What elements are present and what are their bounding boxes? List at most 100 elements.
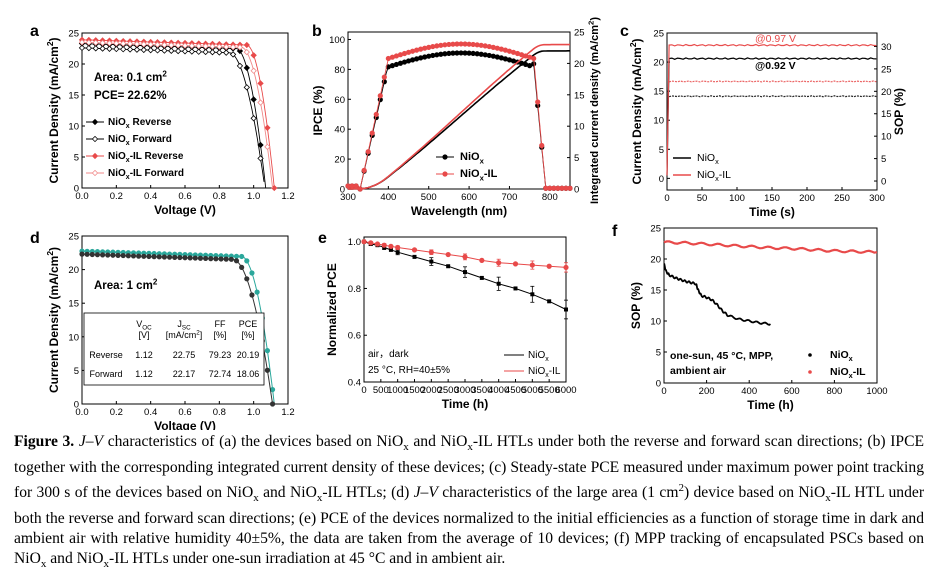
data-point bbox=[264, 124, 271, 131]
y-axis-label: SOP (%) bbox=[629, 282, 643, 329]
data-point bbox=[223, 49, 230, 56]
y-tick-label: 5 bbox=[74, 366, 79, 377]
data-point bbox=[89, 251, 95, 258]
data-point bbox=[182, 255, 188, 261]
data-point bbox=[85, 44, 93, 52]
data-point bbox=[187, 255, 193, 261]
data-point bbox=[120, 40, 127, 47]
y-tick-label: 10 bbox=[653, 116, 664, 127]
data-point bbox=[161, 47, 168, 54]
y-tick-label: 0 bbox=[74, 400, 79, 411]
data-point bbox=[92, 39, 99, 46]
data-point bbox=[353, 183, 359, 189]
y-tick-label: 15 bbox=[68, 299, 79, 310]
x-tick-label: 6000 bbox=[555, 385, 576, 396]
pce-curve bbox=[363, 241, 567, 268]
data-point bbox=[445, 251, 451, 258]
x-tick-label: 0.4 bbox=[144, 407, 157, 418]
data-point bbox=[203, 255, 209, 262]
table-cell: 22.75 bbox=[173, 350, 196, 360]
panel-f: 0 200 400 600 800 1000 0 5 10 15 20 25 Time (h) SOP (… bbox=[612, 223, 888, 412]
data-point bbox=[166, 254, 173, 260]
y2-tick-label: 15 bbox=[881, 109, 892, 120]
x-tick-label: 1.2 bbox=[281, 407, 294, 418]
y2-tick-label: 10 bbox=[574, 122, 585, 133]
y-axis-label: Current Density (mA/cm2​) bbox=[628, 38, 644, 184]
data-point bbox=[136, 253, 142, 259]
data-point bbox=[374, 241, 381, 247]
data-point bbox=[529, 262, 535, 268]
data-point bbox=[513, 286, 518, 291]
x-tick-label: 0 bbox=[664, 193, 669, 204]
x-tick-label: 300 bbox=[869, 193, 885, 204]
data-point bbox=[229, 51, 237, 58]
pce-curve bbox=[363, 241, 567, 310]
panel-e: 0 500100015002000250030003500400045005000… bbox=[318, 230, 577, 411]
y-tick-label: 25 bbox=[650, 224, 661, 235]
data-point bbox=[496, 281, 501, 286]
data-point bbox=[250, 115, 257, 122]
data-point bbox=[236, 47, 244, 55]
caption-text: J–V characteristics of (a) the devices b… bbox=[14, 433, 924, 571]
data-point bbox=[133, 46, 141, 53]
data-point bbox=[99, 39, 106, 47]
caption-label: Figure 3. bbox=[14, 433, 75, 450]
data-point bbox=[168, 41, 175, 49]
data-point bbox=[264, 348, 270, 354]
y2-tick-label: 20 bbox=[881, 87, 892, 98]
data-point bbox=[106, 45, 113, 52]
data-point bbox=[133, 40, 141, 48]
legend-entry: NiOx​ bbox=[528, 350, 549, 363]
data-point bbox=[78, 44, 86, 52]
annotation-voltage-niox: @0.92 V bbox=[755, 60, 796, 72]
data-point bbox=[174, 42, 182, 49]
data-point bbox=[486, 52, 492, 59]
annotation-pce: PCE= 22.62% bbox=[94, 90, 167, 102]
y-tick-label: 25 bbox=[68, 232, 79, 243]
data-point bbox=[233, 253, 240, 259]
data-point bbox=[426, 53, 432, 59]
y2-tick-label: 0 bbox=[574, 185, 579, 196]
data-point bbox=[250, 52, 257, 59]
data-point bbox=[168, 47, 175, 55]
y2-tick-label: 15 bbox=[574, 90, 585, 101]
data-point bbox=[236, 62, 244, 70]
data-point bbox=[264, 367, 270, 373]
legend-marker bbox=[91, 135, 99, 143]
data-point bbox=[239, 264, 245, 270]
data-point bbox=[479, 275, 484, 280]
data-point bbox=[197, 255, 204, 261]
x-axis-label: Time (s) bbox=[749, 205, 795, 219]
data-point bbox=[105, 252, 111, 258]
legend-entry: NiOx​ bbox=[697, 152, 719, 166]
data-point bbox=[531, 55, 537, 62]
y-tick-label: 0.4 bbox=[348, 378, 361, 389]
data-point bbox=[429, 259, 434, 264]
y2-tick-label: 5 bbox=[574, 153, 579, 164]
param-table bbox=[83, 312, 265, 386]
data-point bbox=[85, 39, 93, 46]
data-point bbox=[223, 256, 229, 262]
table-header-unit: [mA/cm2​] bbox=[166, 329, 203, 340]
x-tick-label: 5000 bbox=[522, 385, 543, 396]
data-point bbox=[496, 260, 502, 266]
x-axis-label: Time (h) bbox=[747, 398, 793, 412]
plot-frame bbox=[81, 32, 289, 189]
data-point bbox=[462, 254, 468, 260]
y-tick-label: 15 bbox=[653, 87, 664, 98]
x-tick-label: 150 bbox=[764, 193, 780, 204]
data-point bbox=[244, 276, 250, 282]
y2-tick-label: 25 bbox=[574, 28, 585, 39]
x-tick-label: 0.6 bbox=[178, 407, 191, 418]
data-point bbox=[202, 48, 209, 56]
data-point bbox=[463, 270, 467, 275]
jv-curve bbox=[81, 41, 274, 189]
data-point bbox=[100, 252, 106, 258]
x-tick-label: 0.2 bbox=[110, 407, 123, 418]
data-point bbox=[216, 49, 223, 56]
legend-marker bbox=[808, 353, 812, 357]
x-axis-label: Voltage (V) bbox=[154, 203, 216, 217]
panel-letter: b bbox=[312, 23, 322, 40]
x-tick-label: 1000 bbox=[387, 385, 408, 396]
data-point bbox=[244, 258, 250, 264]
